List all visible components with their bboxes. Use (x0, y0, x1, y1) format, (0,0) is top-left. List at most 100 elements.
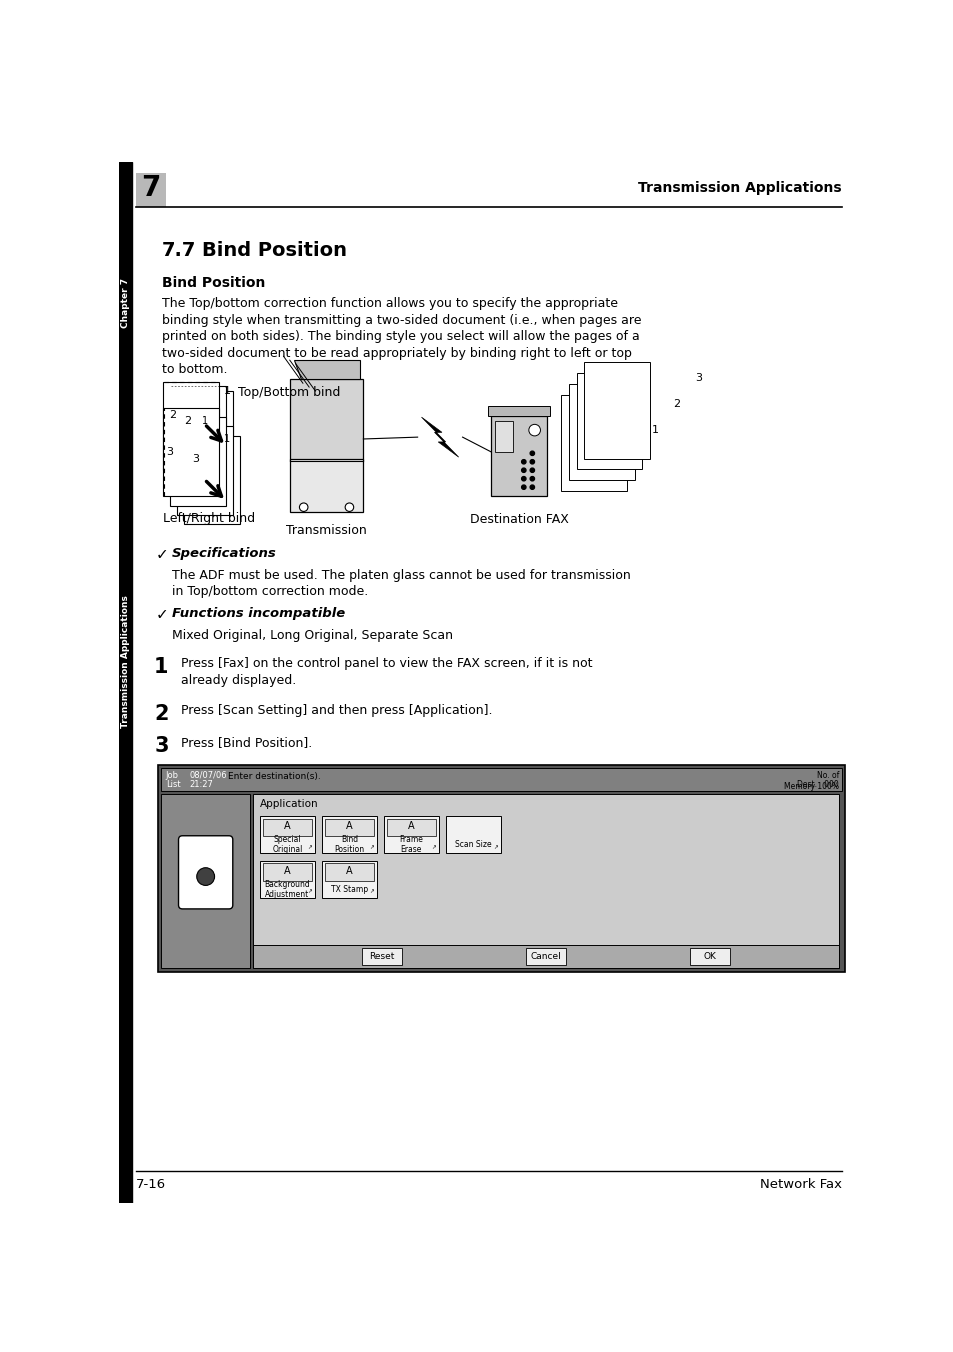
Bar (290, 380, 363, 461)
Text: A: A (346, 821, 353, 831)
FancyBboxPatch shape (178, 836, 233, 909)
Text: Functions incompatible: Functions incompatible (172, 607, 345, 621)
Polygon shape (294, 360, 359, 380)
Circle shape (345, 503, 354, 511)
Text: 1: 1 (202, 415, 208, 426)
Circle shape (196, 868, 214, 886)
Text: Job
List: Job List (166, 771, 180, 790)
Text: 3: 3 (167, 446, 173, 457)
Bar (560, 395, 626, 491)
Bar (253, 795, 839, 968)
Text: printed on both sides). The binding style you select will allow the pages of a: printed on both sides). The binding styl… (162, 330, 639, 343)
Text: ↗: ↗ (307, 890, 312, 895)
Circle shape (530, 485, 534, 489)
Text: already displayed.: already displayed. (181, 673, 296, 687)
Text: 3: 3 (154, 735, 169, 756)
Text: 2: 2 (154, 703, 169, 723)
Text: TX Stamp: TX Stamp (331, 886, 368, 894)
Text: ✓: ✓ (155, 548, 169, 562)
Bar (321, 817, 377, 853)
Bar (495, 422, 513, 452)
Text: 2: 2 (673, 399, 679, 410)
Bar (362, 948, 402, 965)
Text: 1: 1 (651, 425, 658, 435)
Text: Cancel: Cancel (530, 952, 561, 961)
Bar (525, 948, 566, 965)
Bar (568, 384, 634, 480)
Bar (488, 407, 550, 415)
Text: A: A (284, 867, 291, 876)
Bar (324, 863, 374, 882)
Circle shape (530, 452, 534, 456)
Text: Transmission: Transmission (286, 525, 367, 537)
Text: ↗: ↗ (307, 845, 312, 850)
Text: ↗: ↗ (493, 845, 497, 850)
Text: in Top/bottom correction mode.: in Top/bottom correction mode. (172, 585, 368, 599)
Bar (576, 373, 641, 469)
Text: 2: 2 (184, 415, 192, 426)
Text: Bind
Position: Bind Position (334, 836, 364, 854)
Text: Bind Position: Bind Position (162, 276, 265, 291)
Text: 7: 7 (141, 174, 160, 203)
Bar (259, 861, 315, 898)
Circle shape (530, 468, 534, 472)
Text: Reset: Reset (369, 952, 395, 961)
Text: 1: 1 (154, 657, 169, 677)
Text: Transmission Applications: Transmission Applications (121, 595, 131, 729)
Text: Chapter 7: Chapter 7 (121, 277, 131, 327)
Text: A: A (284, 821, 291, 831)
Bar (171, 387, 226, 475)
Text: Special
Original: Special Original (272, 836, 302, 854)
Bar (259, 817, 315, 853)
Bar (491, 415, 546, 496)
Text: Application: Application (259, 799, 317, 808)
Text: Destination FAX: Destination FAX (469, 514, 568, 526)
Bar (184, 435, 240, 525)
Text: Memory 100%: Memory 100% (783, 781, 839, 791)
Circle shape (521, 476, 525, 481)
Bar (583, 362, 649, 458)
Text: Press [Scan Setting] and then press [Application].: Press [Scan Setting] and then press [App… (181, 703, 493, 717)
Text: ↗: ↗ (431, 845, 436, 850)
Text: 3: 3 (695, 373, 701, 383)
Circle shape (521, 468, 525, 472)
Text: A: A (346, 867, 353, 876)
Bar (383, 817, 439, 853)
Text: ↗: ↗ (369, 890, 374, 895)
Bar (119, 162, 132, 1203)
Bar (262, 818, 312, 837)
Text: 08/07/06
21:27: 08/07/06 21:27 (189, 771, 227, 790)
Text: OK: OK (703, 952, 716, 961)
Text: Specifications: Specifications (172, 548, 276, 560)
Bar (689, 948, 730, 965)
Text: The Top/bottom correction function allows you to specify the appropriate: The Top/bottom correction function allow… (162, 297, 618, 310)
Text: The ADF must be used. The platen glass cannot be used for transmission: The ADF must be used. The platen glass c… (172, 569, 630, 581)
Bar (321, 861, 377, 898)
Bar (262, 863, 312, 882)
Bar (177, 426, 233, 515)
Bar (163, 381, 219, 470)
Bar (136, 173, 166, 207)
Bar (177, 391, 233, 480)
Text: 7.7: 7.7 (162, 241, 196, 260)
Bar (445, 817, 500, 853)
Circle shape (521, 485, 525, 489)
Text: binding style when transmitting a two-sided document (i.e., when pages are: binding style when transmitting a two-si… (162, 314, 640, 327)
Circle shape (521, 460, 525, 464)
Text: A: A (408, 821, 415, 831)
Circle shape (299, 503, 308, 511)
Polygon shape (421, 418, 458, 457)
Text: Transmission Applications: Transmission Applications (638, 181, 841, 195)
Circle shape (528, 425, 540, 435)
Circle shape (530, 460, 534, 464)
Bar (290, 458, 363, 512)
Bar (324, 818, 374, 837)
Text: to bottom.: to bottom. (162, 364, 227, 376)
Text: two-sided document to be read appropriately by binding right to left or top: two-sided document to be read appropriat… (162, 346, 631, 360)
Text: 1: 1 (224, 385, 231, 396)
Text: Background
Adjustment: Background Adjustment (264, 880, 310, 899)
Text: Left/Right bind: Left/Right bind (163, 512, 255, 525)
Text: 2: 2 (170, 410, 176, 420)
Bar (386, 818, 436, 837)
Bar (158, 765, 844, 972)
